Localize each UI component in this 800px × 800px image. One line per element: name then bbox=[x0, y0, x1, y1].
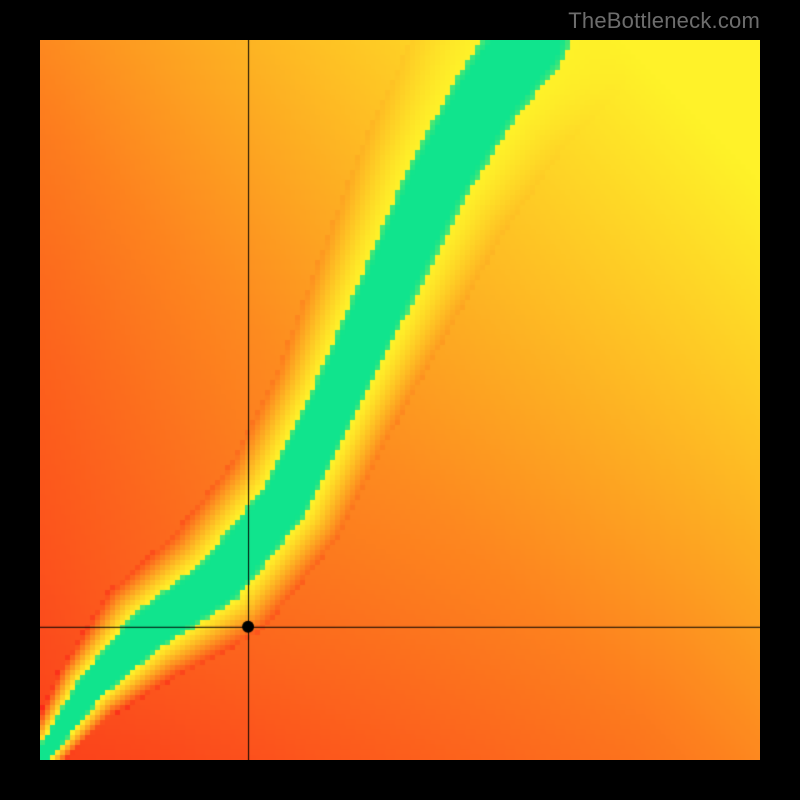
bottleneck-heatmap bbox=[40, 40, 760, 760]
attribution-text: TheBottleneck.com bbox=[568, 8, 760, 34]
page-root: TheBottleneck.com bbox=[0, 0, 800, 800]
